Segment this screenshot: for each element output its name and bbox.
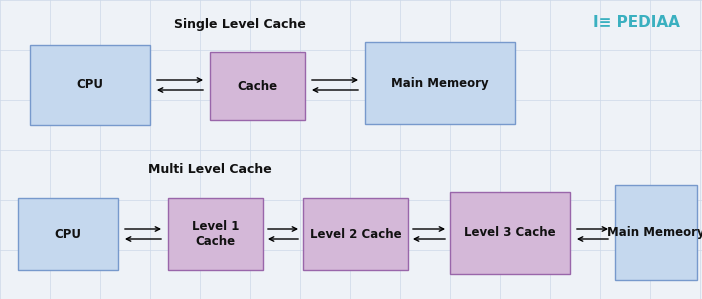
Text: I≡ PEDIAA: I≡ PEDIAA bbox=[593, 15, 680, 30]
Text: Multi Level Cache: Multi Level Cache bbox=[148, 163, 272, 176]
Text: Level 1
Cache: Level 1 Cache bbox=[192, 220, 239, 248]
Text: Level 2 Cache: Level 2 Cache bbox=[310, 228, 402, 240]
Text: Main Memeory: Main Memeory bbox=[391, 77, 489, 89]
Bar bbox=[365, 42, 515, 124]
Text: CPU: CPU bbox=[77, 79, 103, 91]
Bar bbox=[450, 192, 570, 274]
Bar bbox=[30, 45, 150, 125]
Text: CPU: CPU bbox=[55, 228, 81, 240]
Bar bbox=[18, 198, 118, 270]
Bar bbox=[210, 52, 305, 120]
Text: Main Memeory: Main Memeory bbox=[607, 226, 702, 239]
Text: Level 3 Cache: Level 3 Cache bbox=[464, 227, 556, 239]
Bar bbox=[615, 185, 697, 280]
Text: Single Level Cache: Single Level Cache bbox=[174, 18, 306, 31]
Bar bbox=[303, 198, 408, 270]
Bar bbox=[168, 198, 263, 270]
Text: Cache: Cache bbox=[237, 80, 277, 92]
